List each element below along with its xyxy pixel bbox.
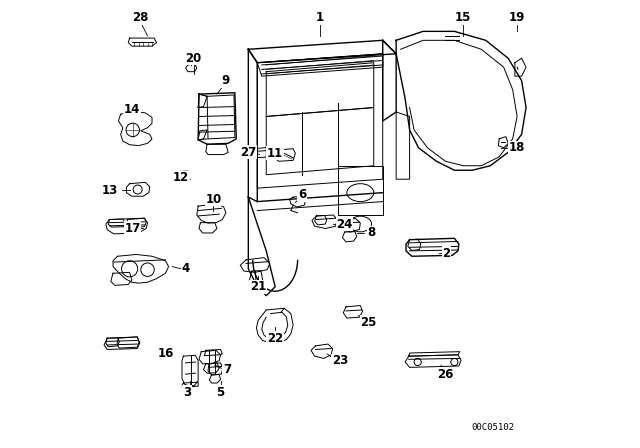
Text: 12: 12 bbox=[173, 171, 189, 185]
Text: 15: 15 bbox=[455, 11, 472, 25]
Text: 8: 8 bbox=[367, 226, 376, 240]
Text: 28: 28 bbox=[132, 11, 149, 25]
Text: 13: 13 bbox=[101, 184, 118, 197]
Text: 20: 20 bbox=[186, 52, 202, 65]
Text: 1: 1 bbox=[316, 11, 324, 25]
Text: 9: 9 bbox=[222, 74, 230, 87]
Text: 5: 5 bbox=[216, 385, 225, 399]
Text: 7: 7 bbox=[223, 363, 231, 376]
Text: 24: 24 bbox=[337, 217, 353, 231]
Text: 11: 11 bbox=[267, 146, 284, 160]
Text: 27: 27 bbox=[240, 146, 257, 159]
Text: 22: 22 bbox=[267, 332, 284, 345]
Text: 10: 10 bbox=[205, 193, 221, 206]
Text: 19: 19 bbox=[509, 11, 525, 25]
Text: 00C05102: 00C05102 bbox=[471, 423, 514, 432]
Text: 21: 21 bbox=[250, 280, 266, 293]
Text: 16: 16 bbox=[157, 347, 173, 361]
Text: 17: 17 bbox=[125, 222, 141, 235]
Text: 6: 6 bbox=[298, 188, 306, 202]
Text: 18: 18 bbox=[509, 141, 525, 155]
Text: 2: 2 bbox=[442, 246, 451, 260]
Text: 26: 26 bbox=[437, 367, 454, 381]
Text: 4: 4 bbox=[182, 262, 189, 276]
Text: 23: 23 bbox=[332, 354, 348, 367]
Text: 14: 14 bbox=[124, 103, 140, 116]
Text: 25: 25 bbox=[360, 316, 376, 329]
Text: 3: 3 bbox=[183, 385, 191, 399]
